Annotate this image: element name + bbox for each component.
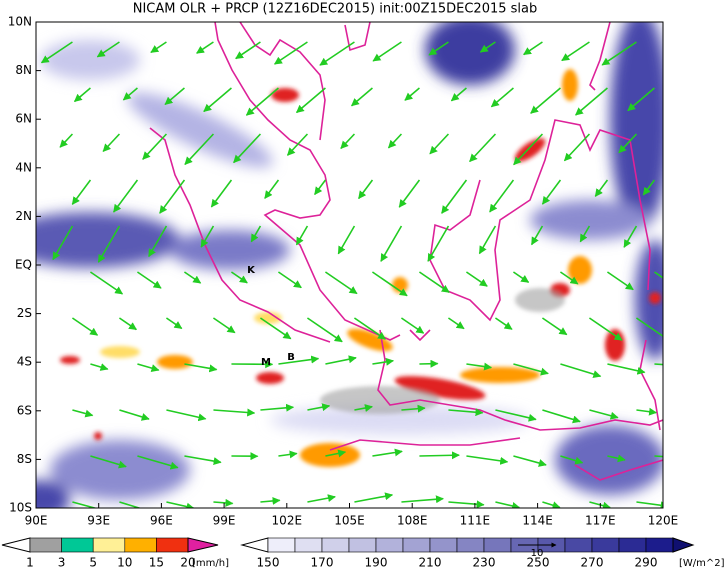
- lat-label: 10N: [8, 15, 32, 29]
- lon-label: 102E: [272, 514, 303, 528]
- station-label: K: [247, 265, 256, 276]
- lat-label: 2N: [15, 209, 32, 223]
- colorbar-label: 3: [58, 556, 66, 570]
- lat-label: 4N: [15, 160, 32, 174]
- colorbar-box: [430, 538, 457, 552]
- colorbar-label: 270: [581, 556, 604, 570]
- map-plot: [0, 10, 688, 520]
- lat-label: 6N: [15, 112, 32, 126]
- wind-arrow: [419, 455, 459, 456]
- lon-label: 105E: [334, 514, 365, 528]
- lat-label: 8N: [15, 63, 32, 77]
- lat-label: 4S: [17, 355, 32, 369]
- colorbar-label: 15: [149, 556, 164, 570]
- colorbar-triangle: [242, 538, 268, 552]
- colorbar-box: [156, 538, 188, 552]
- lat-label: 8S: [17, 452, 32, 466]
- colorbar-box: [376, 538, 403, 552]
- lon-label: 114E: [522, 514, 553, 528]
- colorbar-box: [484, 538, 511, 552]
- colorbar-label: 150: [257, 556, 280, 570]
- colorbar-box: [457, 538, 484, 552]
- colorbar-triangle: [2, 538, 30, 552]
- colorbar-label: 190: [365, 556, 388, 570]
- colorbar-label: 5: [89, 556, 97, 570]
- lon-label: 120E: [648, 514, 679, 528]
- lon-label: 96E: [150, 514, 173, 528]
- lat-label: 6S: [17, 403, 32, 417]
- lon-label: 108E: [397, 514, 428, 528]
- reference-label: 10: [531, 548, 544, 559]
- lat-label: EQ: [15, 258, 32, 272]
- colorbar-box: [322, 538, 349, 552]
- station-label: M: [261, 357, 271, 368]
- colorbar-box: [619, 538, 646, 552]
- lat-label: 10S: [9, 501, 32, 515]
- colorbar-box: [565, 538, 592, 552]
- lat-label: 2S: [17, 306, 32, 320]
- colorbar-box: [93, 538, 125, 552]
- colorbar-box: [62, 538, 94, 552]
- colorbar-box: [592, 538, 619, 552]
- station-label: B: [287, 352, 295, 363]
- colorbar-box: [646, 538, 673, 552]
- colorbar-box: [295, 538, 322, 552]
- colorbar-box: [30, 538, 62, 552]
- lon-label: 99E: [213, 514, 236, 528]
- colorbar-triangle: [673, 538, 693, 552]
- colorbar-triangle: [188, 538, 218, 552]
- colorbar-box: [349, 538, 376, 552]
- colorbar-label: 230: [473, 556, 496, 570]
- colorbar-unit: [W/m^2]: [679, 558, 725, 569]
- colorbar-label: 210: [419, 556, 442, 570]
- lon-label: 117E: [585, 514, 616, 528]
- colorbar-unit: [mm/h]: [192, 558, 229, 569]
- lon-label: 111E: [460, 514, 491, 528]
- map-title: NICAM OLR + PRCP (12Z16DEC2015) init:00Z…: [133, 2, 538, 17]
- colorbar-label: 10: [117, 556, 132, 570]
- colorbar-label: 290: [635, 556, 658, 570]
- colorbar-box: [125, 538, 157, 552]
- lon-label: 90E: [25, 514, 48, 528]
- colorbar-box: [268, 538, 295, 552]
- colorbar-label: 170: [311, 556, 334, 570]
- colorbar-label: 1: [26, 556, 34, 570]
- colorbar-box: [403, 538, 430, 552]
- lon-label: 93E: [87, 514, 110, 528]
